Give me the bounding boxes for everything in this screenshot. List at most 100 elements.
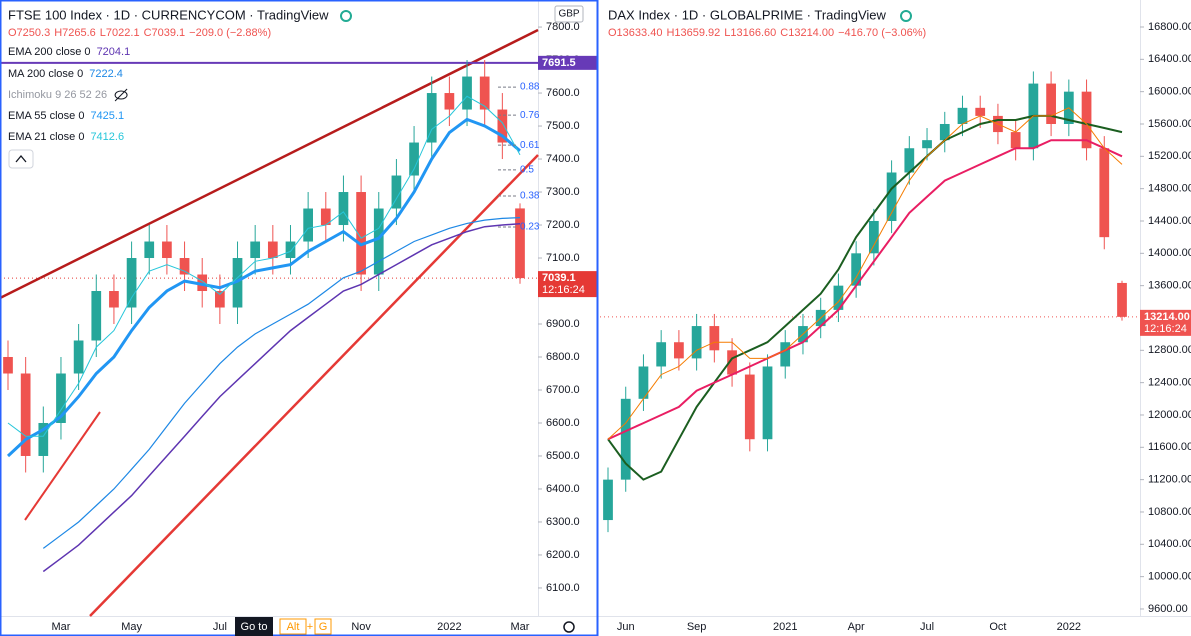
price-tag-label: 7691.5 [542,57,576,69]
y-tick-label: 11200.00 [1148,474,1191,486]
indicator-line [6,117,521,458]
currency-box[interactable] [554,5,584,23]
ohlc-label: −416.70 (−3.06%) [838,27,926,39]
y-tick-label: 13600.00 [1148,280,1191,292]
plot [0,60,538,573]
y-tick-label: 6700.0 [546,384,580,396]
y-tick-label: 16000.00 [1148,86,1191,98]
y-tick-label: 6600.0 [546,417,580,429]
legend-value: 7204.1 [97,46,131,58]
candle-body [215,291,225,308]
candle-body [939,123,950,141]
x-tick-label: Jun [617,621,635,633]
chart-title: FTSE 100 Index · 1D · CURRENCYCOM · Trad… [8,7,329,22]
indicator-line [607,107,1123,440]
fib-label: 0.61 [520,140,540,151]
status-icon [340,10,352,22]
candle-body [197,274,208,292]
price-tag-time: 12:16:24 [542,284,585,296]
candle-body [426,93,437,143]
candle-body [303,208,313,242]
x-tick-label: Apr [848,621,865,633]
x-tick-label: Mar [511,621,530,633]
y-tick-label: 6500.0 [546,450,580,462]
candle-body [833,285,844,310]
candle-body [3,356,13,374]
candle-body [38,422,49,456]
y-tick-label: 9600.00 [1148,603,1188,615]
indicator-line [607,139,1123,441]
candle-body [656,342,667,367]
key-box [314,618,332,635]
trend-line [24,411,101,521]
candle-body [373,208,384,275]
legend-value: 7222.4 [89,68,123,80]
x-tick-label: Nov [351,621,371,633]
price-tag-label: 13214.00 [1144,311,1190,323]
fib-label: 0.88 [520,82,540,93]
y-tick-label: 6400.0 [546,483,580,495]
indicator-line [42,217,521,549]
y-tick-label: 12000.00 [1148,409,1191,421]
y-tick-label: 7800.0 [546,21,580,33]
key: Alt [287,621,300,633]
candle-body [338,192,349,226]
candle-body [73,340,84,374]
y-tick-label: 16400.00 [1148,53,1191,65]
legend-name: EMA 200 close 0 [8,46,91,58]
goto-button[interactable] [235,617,273,636]
ohlc-label: O13633.40 [608,27,662,39]
candle-body [886,172,897,221]
y-tick-label: 6100.0 [546,582,580,594]
candle-body [179,258,190,275]
y-tick-label: 7400.0 [546,153,580,165]
legend-name: EMA 55 close 0 [8,110,84,122]
y-tick-label: 7300.0 [546,186,580,198]
y-tick-label: 14800.00 [1148,183,1191,195]
candle-body [1117,282,1127,317]
y-tick-label: 7200.0 [546,219,580,231]
candle-body [267,241,278,259]
ohlc-label: L13166.60 [724,27,776,39]
y-tick-label: 14000.00 [1148,247,1191,259]
candle-body [56,373,66,423]
fib-label: 0.23 [520,222,540,233]
y-tick-label: 15600.00 [1148,118,1191,130]
x-tick-label: 2022 [437,621,461,633]
candle-body [1099,148,1110,238]
x-tick-label: Sep [687,621,707,633]
candle-body [603,479,613,521]
candle-body [444,93,455,110]
y-tick-label: 6200.0 [546,549,580,561]
ohlc-label: C13214.00 [780,27,834,39]
legend-name: EMA 21 close 0 [8,131,84,143]
candle-body [232,258,243,308]
price-tag-time: 12:16:24 [1144,323,1187,335]
settings-icon[interactable] [563,621,575,633]
candle-body [391,175,402,209]
y-tick-label: 6900.0 [546,318,580,330]
candle-body [144,241,155,259]
price-tag [538,271,598,298]
ohlc-label: −209.0 (−2.88%) [189,27,271,39]
legend-name: MA 200 close 0 [8,68,83,80]
y-tick-label: 14400.00 [1148,215,1191,227]
candle-body [126,258,137,308]
y-tick-label: 7500.0 [546,120,580,132]
y-tick-label: 7600.0 [546,87,580,99]
candle-body [744,374,755,440]
candle-body [497,109,508,143]
candle-body [409,142,419,176]
trend-line [0,28,539,300]
candle-body [727,350,737,375]
candle-body [515,208,525,279]
y-tick-label: 10800.00 [1148,506,1191,518]
candle-body [904,148,915,173]
hidden-eye-icon [114,90,128,100]
y-tick-label: 7100.0 [546,252,580,264]
collapse-button[interactable] [8,149,34,169]
candle-body [250,241,261,259]
x-tick-label: Jul [920,621,934,633]
x-tick-label: May [121,621,142,633]
